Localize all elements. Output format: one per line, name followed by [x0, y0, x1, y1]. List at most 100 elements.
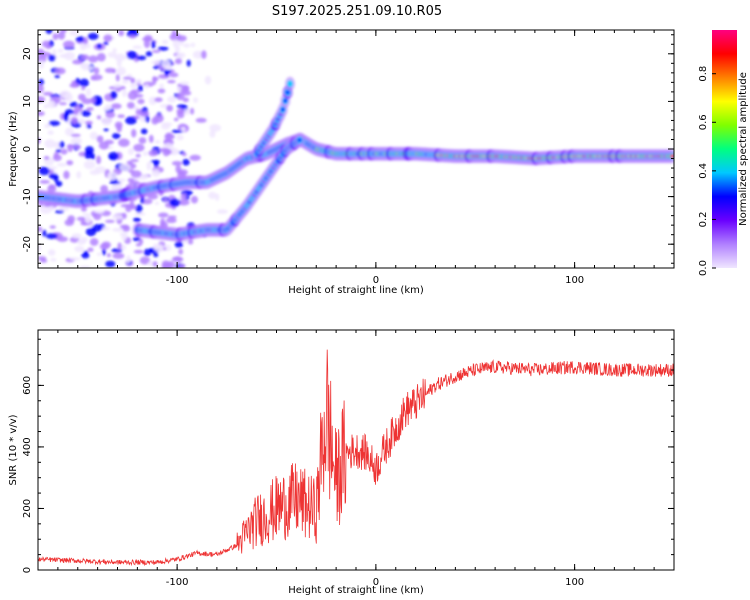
heatmap-cell — [139, 256, 151, 265]
heatmap-cell — [152, 49, 161, 53]
heatmap-cell — [138, 137, 147, 144]
heatmap-cell — [158, 212, 169, 218]
heatmap-cell — [69, 257, 81, 261]
heatmap-cell — [176, 104, 187, 109]
heatmap-cell — [91, 224, 103, 232]
heatmap-cell — [70, 133, 81, 138]
heatmap-cell — [111, 214, 123, 220]
heatmap-cell — [177, 83, 182, 87]
colorbar-tick-label: 0.2 — [698, 211, 709, 227]
heatmap-cell — [119, 163, 131, 172]
heatmap-cell — [110, 185, 119, 191]
heatmap-cell — [139, 111, 150, 117]
heatmap-cell — [130, 89, 141, 94]
heatmap-cell — [180, 193, 187, 200]
spectrogram-xlabel: Height of straight line (km) — [288, 285, 424, 296]
heatmap-cell — [87, 32, 99, 40]
heatmap-cell — [130, 158, 139, 163]
heatmap-cell — [132, 45, 143, 50]
heatmap-cell — [48, 249, 56, 256]
heatmap-cell — [116, 58, 122, 67]
heatmap-cell — [167, 215, 177, 219]
heatmap-cell — [38, 78, 44, 86]
heatmap-cell — [96, 115, 102, 120]
heatmap-cell — [114, 121, 123, 129]
heatmap-cell — [96, 43, 103, 49]
heatmap-cell — [178, 263, 186, 268]
heatmap-cell — [179, 81, 190, 85]
heatmap-cell — [71, 81, 77, 87]
spectrogram-ytick-label: -10 — [22, 188, 33, 204]
heatmap-cell — [82, 212, 91, 217]
heatmap-cell — [176, 85, 182, 92]
heatmap-cell — [169, 33, 182, 41]
heatmap-cell — [186, 59, 191, 67]
heatmap-cell — [215, 193, 220, 201]
heatmap-cell — [64, 219, 74, 226]
heatmap-cell — [192, 50, 205, 59]
heatmap-cell — [167, 79, 176, 84]
heatmap-cell — [126, 50, 138, 60]
heatmap-cell — [103, 34, 113, 42]
heatmap-cell — [130, 204, 137, 210]
spectrogram-ylabel: Frequency (Hz) — [8, 111, 19, 187]
heatmap-cell — [161, 260, 171, 268]
heatmap-cell — [153, 65, 160, 70]
heatmap-cell — [96, 252, 102, 256]
heatmap-cell — [152, 76, 159, 81]
heatmap-cell — [42, 91, 53, 96]
heatmap-cell — [169, 198, 181, 207]
heatmap-cell — [120, 203, 132, 208]
heatmap-cell — [167, 96, 177, 103]
snr-ytick-label: 600 — [22, 376, 33, 395]
heatmap-cell — [112, 227, 124, 232]
heatmap-cell — [216, 209, 228, 214]
heatmap-cell — [130, 83, 137, 89]
snr-xtick-label: -100 — [166, 577, 189, 588]
heatmap-cell — [54, 74, 61, 79]
heatmap-cell — [47, 166, 58, 170]
heatmap-cell — [108, 151, 119, 161]
snr-ylabel: SNR (10 * v/v) — [8, 414, 19, 485]
heatmap-cell — [64, 92, 73, 102]
heatmap-cell — [134, 212, 146, 216]
heatmap-cell — [122, 79, 129, 84]
heatmap-cell — [165, 217, 177, 224]
heatmap-cell — [129, 34, 137, 39]
heatmap-cell — [47, 130, 54, 135]
spectrogram-ytick-label: 20 — [22, 47, 33, 60]
heatmap-cell — [88, 55, 99, 63]
heatmap-cell — [38, 111, 45, 116]
heatmap-cell — [190, 195, 199, 204]
heatmap-cell — [44, 123, 51, 129]
heatmap-cell — [183, 43, 191, 48]
heatmap-cell — [84, 215, 92, 224]
heatmap-cell — [145, 115, 150, 123]
heatmap-cell — [154, 139, 161, 144]
heatmap-cell — [57, 31, 66, 40]
heatmap-cell — [69, 30, 79, 37]
heatmap-cell — [148, 150, 158, 157]
heatmap-cell — [43, 156, 50, 160]
heatmap-cell — [93, 67, 100, 75]
heatmap-cell — [56, 162, 67, 167]
heatmap-cell — [84, 150, 93, 160]
heatmap-cell — [130, 170, 142, 178]
heatmap-cell — [163, 198, 168, 203]
heatmap-cell — [119, 224, 130, 229]
heatmap-cell — [131, 128, 137, 138]
spectrogram-xtick-label: 100 — [565, 275, 584, 286]
heatmap-cell — [146, 161, 152, 171]
heatmap-cell — [67, 144, 74, 152]
spectrogram-ytick-label: 10 — [22, 95, 33, 108]
heatmap-cell — [43, 104, 49, 109]
heatmap-cell — [171, 160, 183, 166]
spectrogram-xtick-label: 0 — [373, 275, 379, 286]
heatmap-cell — [38, 244, 41, 252]
heatmap-cell — [117, 178, 126, 182]
heatmap-cell — [79, 265, 91, 268]
heatmap-cell — [133, 249, 144, 254]
heatmap-cell — [80, 206, 87, 212]
heatmap-cell — [70, 116, 79, 125]
